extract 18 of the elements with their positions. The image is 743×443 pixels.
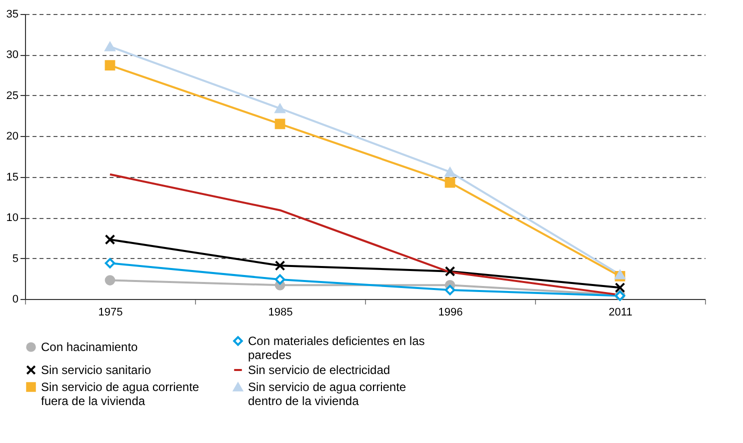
x-tick-label: 1996 bbox=[438, 306, 463, 318]
y-tick-label: 0 bbox=[12, 294, 18, 306]
x-tick-label: 1975 bbox=[98, 306, 123, 318]
x-tick-label: 1985 bbox=[268, 306, 293, 318]
legend-label: Sin servicio de agua corriente dentro de la vivienda bbox=[248, 380, 406, 408]
y-tick-label: 30 bbox=[6, 49, 18, 62]
y-tick-label: 15 bbox=[6, 171, 18, 184]
legend-label: Con materiales deficientes en las paredes bbox=[248, 334, 425, 362]
y-tick-label: 5 bbox=[12, 252, 18, 265]
y-tick-label: 10 bbox=[6, 212, 18, 224]
legend-label: Sin servicio de electricidad bbox=[248, 363, 390, 377]
y-tick-label: 35 bbox=[6, 8, 18, 20]
x-tick-label: 2011 bbox=[608, 306, 632, 318]
y-tick-label: 25 bbox=[6, 90, 18, 102]
legend-label: Sin servicio sanitario bbox=[41, 363, 152, 377]
legend-label: Sin servicio de agua corriente fuera de la vivienda bbox=[41, 380, 200, 408]
y-tick-label: 20 bbox=[6, 130, 18, 143]
legend-label: Con hacinamiento bbox=[41, 340, 138, 354]
